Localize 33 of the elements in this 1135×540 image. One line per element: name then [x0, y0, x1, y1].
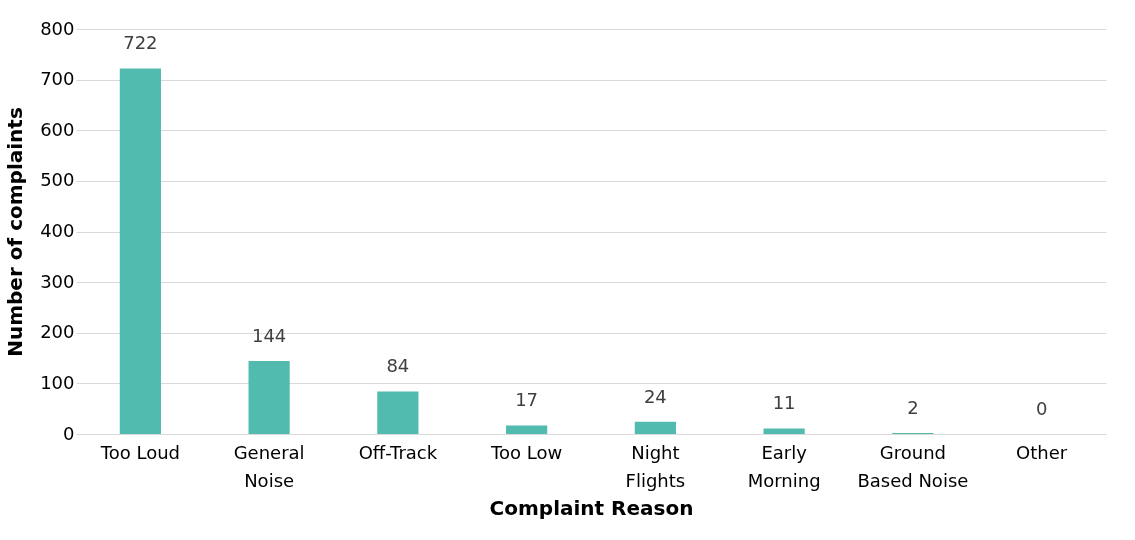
- y-tick-label: 200: [40, 321, 75, 343]
- y-tick-label: 600: [40, 118, 75, 140]
- data-label: 17: [515, 389, 539, 411]
- data-label: 722: [123, 32, 158, 54]
- y-tick-label: 100: [40, 371, 75, 393]
- y-tick-label: 800: [40, 17, 75, 39]
- bar: [377, 391, 419, 434]
- x-tick-label: Ground Based Noise: [857, 441, 969, 491]
- x-tick-label: Too Low: [490, 441, 563, 463]
- bar: [506, 425, 548, 434]
- x-tick-label: Too Loud: [99, 441, 180, 463]
- bar: [634, 421, 676, 434]
- y-tick-label: 0: [63, 422, 75, 444]
- data-label: 0: [1035, 398, 1048, 419]
- x-tick-label: Off-Track: [358, 441, 438, 463]
- data-label: 2: [907, 396, 919, 418]
- x-axis-title: Complaint Reason: [489, 495, 694, 520]
- data-label: 144: [251, 325, 287, 347]
- bar: [119, 68, 161, 434]
- data-label: 24: [643, 385, 667, 407]
- x-tick-label: Night Flights: [625, 441, 686, 491]
- x-tick-label: Other: [1016, 441, 1068, 463]
- y-axis-title: Number of complaints: [3, 107, 28, 357]
- bar: [248, 361, 290, 434]
- data-label: 84: [386, 355, 410, 377]
- y-tick-label: 700: [40, 68, 75, 90]
- y-tick-label: 300: [40, 270, 75, 292]
- y-tick-label: 400: [40, 220, 75, 241]
- x-tick-label: Early Morning: [747, 441, 821, 491]
- x-tick-label: General Noise: [233, 441, 305, 491]
- y-tick-label: 500: [40, 169, 75, 191]
- data-label: 11: [772, 392, 796, 414]
- bar: [763, 428, 805, 434]
